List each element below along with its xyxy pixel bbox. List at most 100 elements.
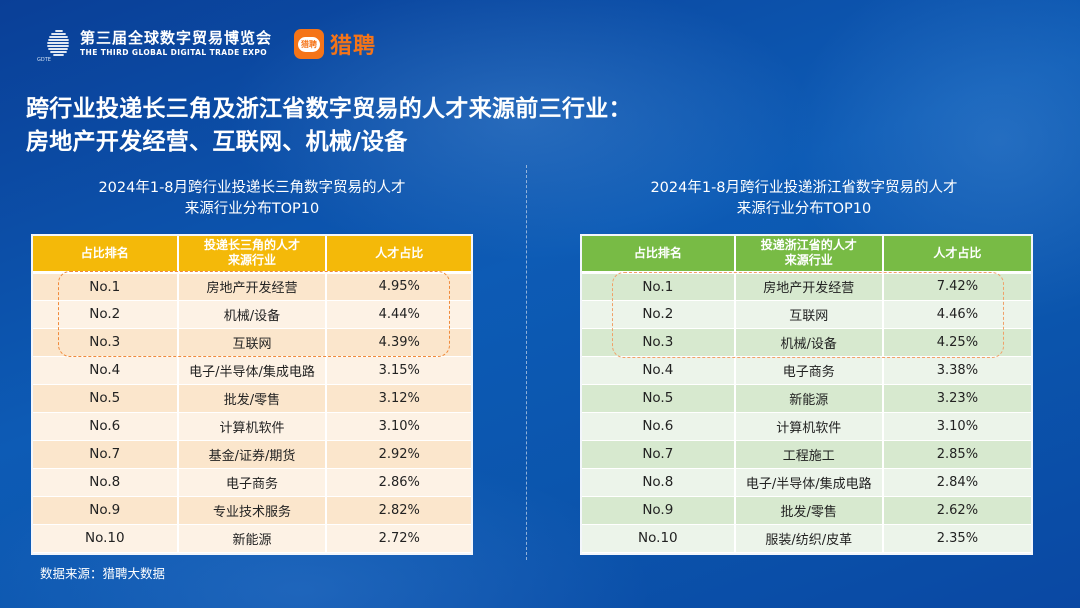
left-table: 占比排名 投递长三角的人才 来源行业 人才占比 No.1 房地产开发经营 4.95%… xyxy=(31,234,473,555)
partner-app-icon: 猎聘 xyxy=(294,29,325,59)
industry-cell: 新能源 xyxy=(177,524,328,553)
table-row: No.5 新能源 3.23% xyxy=(582,384,1031,413)
industry-cell: 新能源 xyxy=(734,384,884,413)
industry-cell: 计算机软件 xyxy=(177,412,328,441)
rank-cell: No.3 xyxy=(582,328,736,357)
share-cell: 4.95% xyxy=(326,272,471,301)
header: GDTE 第三届全球数字贸易博览会 THE THIRD GLOBAL DIGIT… xyxy=(34,24,376,64)
rank-cell: No.1 xyxy=(582,272,736,301)
table-header-row: 占比排名 投递浙江省的人才 来源行业 人才占比 xyxy=(582,236,1031,274)
industry-cell: 电子/半导体/集成电路 xyxy=(734,468,884,497)
share-cell: 2.35% xyxy=(882,524,1031,553)
expo-name-cn: 第三届全球数字贸易博览会 xyxy=(80,29,273,47)
share-cell: 3.23% xyxy=(882,384,1031,413)
share-cell: 2.62% xyxy=(882,496,1031,525)
share-cell: 2.92% xyxy=(326,440,471,469)
industry-cell: 基金/证券/期货 xyxy=(177,440,328,469)
header-industry-line1: 投递浙江省的人才 xyxy=(760,238,857,253)
page-title-line2: 房地产开发经营、互联网、机械/设备 xyxy=(26,129,408,155)
share-cell: 4.46% xyxy=(882,300,1031,329)
partner-logo: 猎聘 猎聘 xyxy=(294,28,376,60)
right-subtitle-line1: 2024年1-8月跨行业投递浙江省数字贸易的人才 xyxy=(650,180,958,196)
rank-cell: No.2 xyxy=(33,300,179,329)
table-row: No.9 专业技术服务 2.82% xyxy=(33,496,471,525)
data-source-note: 数据来源：猎聘大数据 xyxy=(40,566,166,581)
share-cell: 3.10% xyxy=(882,412,1031,441)
table-row: No.2 机械/设备 4.44% xyxy=(33,300,471,329)
share-cell: 7.42% xyxy=(882,272,1031,301)
industry-cell: 计算机软件 xyxy=(734,412,884,441)
industry-cell: 电子/半导体/集成电路 xyxy=(177,356,328,385)
header-industry-line2: 来源行业 xyxy=(784,253,833,268)
rank-cell: No.9 xyxy=(582,496,736,525)
vertical-divider xyxy=(526,165,527,560)
right-subtitle-line2: 来源行业分布TOP10 xyxy=(736,201,872,217)
rank-cell: No.3 xyxy=(33,328,179,357)
industry-cell: 互联网 xyxy=(177,328,328,357)
share-cell: 2.82% xyxy=(326,496,471,525)
rank-cell: No.7 xyxy=(582,440,736,469)
industry-cell: 房地产开发经营 xyxy=(734,272,884,301)
right-table-subtitle: 2024年1-8月跨行业投递浙江省数字贸易的人才 来源行业分布TOP10 xyxy=(575,178,1033,220)
rank-cell: No.4 xyxy=(33,356,179,385)
header-industry: 投递浙江省的人才 来源行业 xyxy=(734,236,884,274)
industry-cell: 房地产开发经营 xyxy=(177,272,328,301)
partner-name: 猎聘 xyxy=(330,34,377,59)
partner-icon-text: 猎聘 xyxy=(298,36,321,52)
expo-globe-logo-icon: GDTE xyxy=(34,24,74,64)
industry-cell: 专业技术服务 xyxy=(177,496,328,525)
table-row: No.7 基金/证券/期货 2.92% xyxy=(33,440,471,469)
share-cell: 3.12% xyxy=(326,384,471,413)
table-row: No.4 电子/半导体/集成电路 3.15% xyxy=(33,356,471,385)
industry-cell: 服装/纺织/皮革 xyxy=(734,524,884,553)
header-industry-line2: 来源行业 xyxy=(227,253,276,268)
expo-name: 第三届全球数字贸易博览会 THE THIRD GLOBAL DIGITAL TR… xyxy=(80,29,272,59)
left-table-body: No.1 房地产开发经营 4.95% No.2 机械/设备 4.44% No.3 互联网 4.3… xyxy=(33,272,471,553)
table-header-row: 占比排名 投递长三角的人才 来源行业 人才占比 xyxy=(33,236,471,274)
table-row: No.9 批发/零售 2.62% xyxy=(582,496,1031,525)
rank-cell: No.6 xyxy=(582,412,736,441)
rank-cell: No.6 xyxy=(33,412,179,441)
rank-cell: No.8 xyxy=(582,468,736,497)
expo-name-en: THE THIRD GLOBAL DIGITAL TRADE EXPO xyxy=(80,48,268,57)
page-title-line1: 跨行业投递长三角及浙江省数字贸易的人才来源前三行业： xyxy=(26,96,632,122)
rank-cell: No.2 xyxy=(582,300,736,329)
rank-cell: No.10 xyxy=(33,524,179,553)
header-rank: 占比排名 xyxy=(33,236,179,274)
share-cell: 4.39% xyxy=(326,328,471,357)
right-table-body: No.1 房地产开发经营 7.42% No.2 互联网 4.46% No.3 机械/设备 4.2… xyxy=(582,272,1031,553)
right-table: 占比排名 投递浙江省的人才 来源行业 人才占比 No.1 房地产开发经营 7.42%… xyxy=(580,234,1033,555)
industry-cell: 工程施工 xyxy=(734,440,884,469)
share-cell: 4.44% xyxy=(326,300,471,329)
table-row: No.10 新能源 2.72% xyxy=(33,524,471,553)
left-subtitle-line1: 2024年1-8月跨行业投递长三角数字贸易的人才 xyxy=(98,180,406,196)
table-row: No.6 计算机软件 3.10% xyxy=(582,412,1031,441)
table-row: No.1 房地产开发经营 7.42% xyxy=(582,272,1031,301)
header-share: 人才占比 xyxy=(882,236,1031,274)
rank-cell: No.4 xyxy=(582,356,736,385)
share-cell: 4.25% xyxy=(882,328,1031,357)
industry-cell: 电子商务 xyxy=(734,356,884,385)
industry-cell: 机械/设备 xyxy=(177,300,328,329)
share-cell: 3.10% xyxy=(326,412,471,441)
share-cell: 3.38% xyxy=(882,356,1031,385)
header-industry: 投递长三角的人才 来源行业 xyxy=(177,236,328,274)
table-row: No.4 电子商务 3.38% xyxy=(582,356,1031,385)
share-cell: 2.72% xyxy=(326,524,471,553)
page-title: 跨行业投递长三角及浙江省数字贸易的人才来源前三行业： 房地产开发经营、互联网、机… xyxy=(26,93,632,159)
table-row: No.7 工程施工 2.85% xyxy=(582,440,1031,469)
rank-cell: No.5 xyxy=(33,384,179,413)
table-row: No.3 互联网 4.39% xyxy=(33,328,471,357)
rank-cell: No.9 xyxy=(33,496,179,525)
header-rank: 占比排名 xyxy=(582,236,736,274)
industry-cell: 机械/设备 xyxy=(734,328,884,357)
table-row: No.1 房地产开发经营 4.95% xyxy=(33,272,471,301)
industry-cell: 批发/零售 xyxy=(177,384,328,413)
share-cell: 3.15% xyxy=(326,356,471,385)
share-cell: 2.84% xyxy=(882,468,1031,497)
rank-cell: No.8 xyxy=(33,468,179,497)
expo-logo-mark: GDTE xyxy=(37,57,51,63)
industry-cell: 批发/零售 xyxy=(734,496,884,525)
header-industry-line1: 投递长三角的人才 xyxy=(203,238,300,253)
rank-cell: No.7 xyxy=(33,440,179,469)
